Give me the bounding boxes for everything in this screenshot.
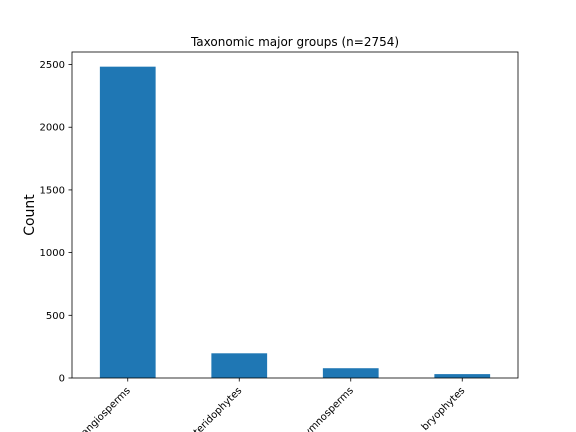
bars-group xyxy=(99,66,491,379)
y-tick-label: 2500 xyxy=(40,60,65,71)
plot-frame xyxy=(71,51,519,379)
y-axis: 0 500 1000 1500 2000 2500 xyxy=(40,60,72,385)
bar-pteridophytes xyxy=(211,353,268,378)
bar-angiosperms xyxy=(99,66,156,379)
y-tick-label: 0 xyxy=(59,374,65,385)
chart-title: Taxonomic major groups (n=2754) xyxy=(190,35,399,49)
y-tick-label: 2000 xyxy=(40,123,65,134)
bar-bryophytes xyxy=(434,374,491,378)
y-tick-label: 1000 xyxy=(40,248,65,259)
y-axis-label: Count xyxy=(22,194,38,236)
y-tick-label: 1500 xyxy=(40,185,65,196)
bar-gymnosperms xyxy=(322,368,379,378)
y-tick-label: 500 xyxy=(46,311,65,322)
